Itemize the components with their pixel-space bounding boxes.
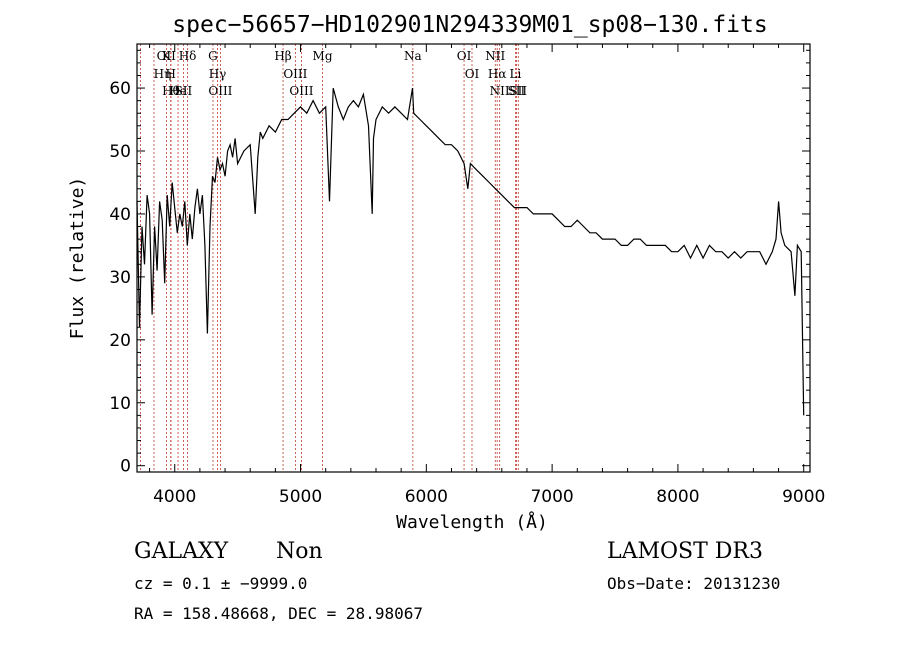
line-label-14: Mg (313, 49, 333, 63)
line-label-4: K (162, 49, 172, 63)
x-tick-label: 7000 (530, 487, 573, 507)
line-label-18: Hα (488, 67, 507, 81)
survey-name: LAMOST DR3 (607, 539, 763, 564)
observation-date: Obs−Date: 20131230 (607, 574, 780, 593)
line-label-23: SII (509, 84, 527, 98)
line-label-2: He (169, 84, 187, 98)
x-tick-label: 4000 (153, 487, 196, 507)
x-tick-label: 5000 (279, 487, 322, 507)
line-label-21: SII (508, 84, 526, 98)
line-label-1: OII (157, 49, 177, 63)
line-label-7: SII (175, 84, 193, 98)
line-label-5: H (165, 67, 175, 81)
y-tick-label: 40 (109, 205, 131, 225)
plot-frame (136, 43, 811, 473)
x-tick-label: 8000 (656, 487, 699, 507)
object-subclass: Non (276, 539, 323, 564)
line-label-16: OI (457, 49, 472, 63)
ra-dec-coordinates: RA = 158.48668, DEC = 28.98067 (134, 604, 423, 623)
x-axis-ticks: 4000 5000 6000 7000 8000 9000 (149, 44, 825, 507)
x-axis-label: Wavelength (Å) (396, 511, 548, 533)
line-label-8: OIII (208, 84, 232, 98)
y-tick-label: 60 (109, 79, 131, 99)
flux-series-line (136, 87, 805, 416)
y-tick-label: 30 (109, 268, 131, 288)
y-axis-label: Flux (relative) (67, 177, 88, 340)
line-label-0: Hθ (162, 84, 180, 98)
x-tick-label: 9000 (782, 487, 825, 507)
line-label-13: OIII (289, 84, 313, 98)
y-tick-label: 20 (109, 331, 131, 351)
line-label-22: Li (509, 67, 521, 81)
y-tick-label: 10 (109, 394, 131, 414)
y-axis-ticks: 0 10 20 30 40 50 60 (109, 49, 810, 477)
x-tick-label: 6000 (405, 487, 448, 507)
redshift-cz: cz = 0.1 ± −9999.0 (134, 574, 307, 593)
chart-title: spec−56657−HD102901N294339M01_sp08−130.f… (172, 12, 767, 38)
line-label-15: Na (404, 49, 422, 63)
line-label-19: NII (485, 49, 505, 63)
y-tick-label: 50 (109, 142, 131, 162)
object-class: GALAXY (134, 539, 229, 564)
line-label-6: Hδ (179, 49, 197, 63)
spectral-line-markers (139, 44, 519, 472)
line-label-10: G (208, 49, 218, 63)
line-label-9: Hγ (209, 67, 227, 81)
line-label-20: NII (490, 84, 510, 98)
line-label-17: OI (465, 67, 480, 81)
line-label-3: Hη (154, 67, 172, 81)
line-label-12: OIII (283, 67, 307, 81)
line-label-11: Hβ (274, 49, 291, 63)
y-tick-label: 0 (120, 457, 131, 477)
